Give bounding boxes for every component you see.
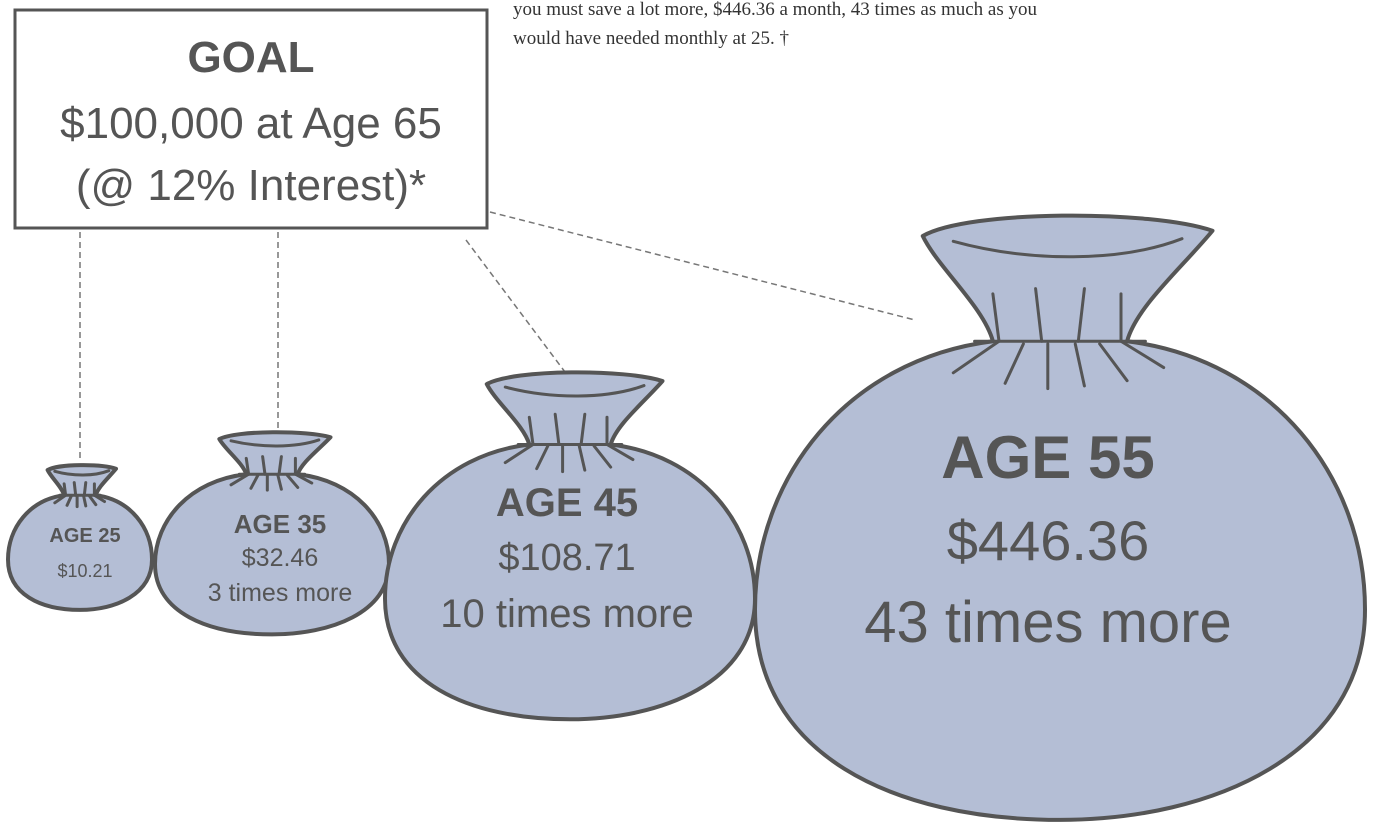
bag-multiple: 43 times more	[864, 590, 1231, 655]
bag-tie	[251, 475, 258, 488]
bag-tie	[231, 474, 249, 485]
bag-body	[155, 432, 389, 634]
bag-tie	[55, 471, 109, 475]
bag-multiple: 10 times more	[440, 592, 693, 636]
bag-multiple: 3 times more	[208, 579, 352, 607]
bag-tie	[279, 457, 281, 475]
bag-tie	[1121, 341, 1164, 367]
bag-tie	[529, 417, 533, 444]
connectors	[79, 211, 916, 462]
bag-age: AGE 35	[234, 509, 327, 539]
bag-tie	[581, 414, 585, 444]
bag-tie	[1100, 344, 1127, 381]
bag-monthly: $446.36	[947, 509, 1149, 572]
bag-tie	[505, 444, 533, 462]
bag-monthly: $10.21	[57, 561, 112, 581]
bag-tie	[1075, 344, 1084, 386]
bag-tie	[287, 475, 298, 487]
bag-monthly: $32.46	[242, 544, 318, 572]
bag-tie	[246, 458, 248, 474]
bag-tie	[278, 475, 282, 489]
bag-tie	[1078, 289, 1084, 342]
connector	[489, 211, 916, 321]
money-bag	[755, 216, 1365, 820]
bag-tie	[1036, 289, 1042, 342]
intro-line: you must save a lot more, $446.36 a mont…	[513, 0, 1038, 20]
bag-tie	[953, 341, 999, 373]
bag-tie	[607, 444, 633, 459]
bag-tie	[67, 496, 71, 505]
bag-tie	[579, 446, 585, 470]
bag-body	[385, 372, 755, 719]
bag-tie	[84, 483, 85, 496]
bag-tie	[1005, 344, 1023, 383]
bag-body	[755, 216, 1365, 820]
bag-body	[8, 465, 152, 610]
goal-title: GOAL	[187, 33, 314, 82]
bag-age: AGE 25	[49, 525, 120, 547]
bag-tie	[993, 294, 999, 341]
bag-monthly: $108.71	[498, 537, 635, 579]
money-bag	[385, 372, 755, 719]
bag-tie	[89, 496, 95, 505]
bag-tie	[594, 446, 611, 467]
goal-rate: (@ 12% Interest)*	[76, 161, 426, 210]
connector	[465, 239, 566, 373]
bag-tie	[74, 483, 75, 496]
bags: AGE 25 $10.21 AGE 35 $32.46 3 times more AGE …	[8, 216, 1365, 820]
intro-line: would have needed monthly at 25. †	[513, 28, 789, 49]
goal-amount: $100,000 at Age 65	[60, 99, 442, 148]
bag-tie	[953, 239, 1182, 257]
money-bag	[155, 432, 389, 634]
bag-tie	[537, 446, 548, 469]
money-bag	[8, 465, 152, 610]
bag-age: AGE 55	[941, 424, 1154, 491]
bag-tie	[84, 496, 86, 506]
bag-tie	[555, 414, 559, 444]
bag-tie	[64, 484, 65, 495]
goal-box	[13, 8, 489, 230]
bag-tie	[263, 457, 265, 475]
bag-age: AGE 45	[496, 481, 638, 525]
bag-tie	[231, 440, 319, 446]
bag-tie	[505, 386, 644, 396]
